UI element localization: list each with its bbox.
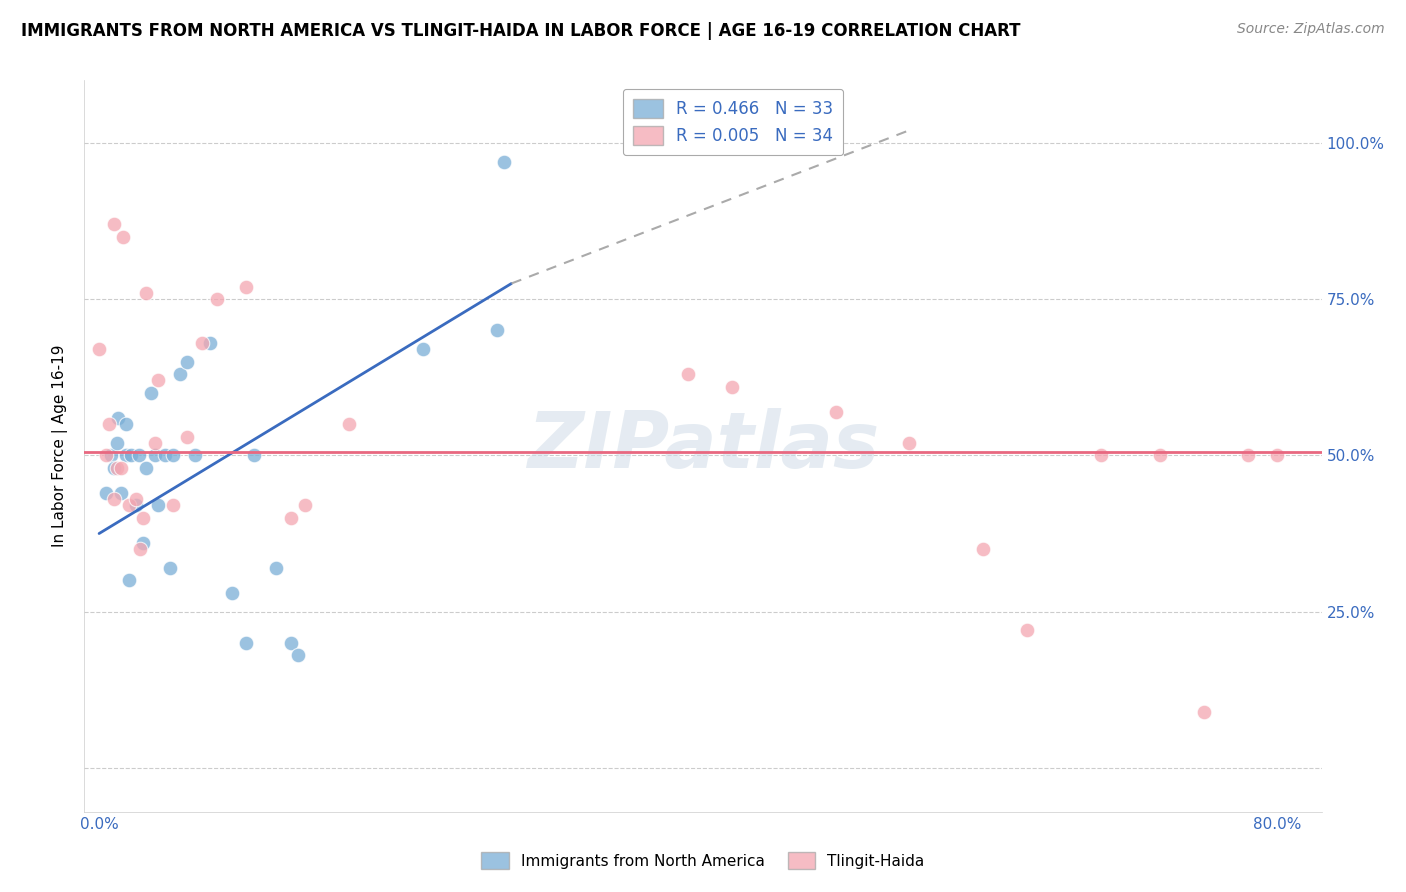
Point (146, 499, 169, 513)
Point (412, 342, 434, 356)
Point (117, 499, 139, 513)
Point (143, 435, 166, 450)
Point (1149, 449, 1171, 463)
Point (146, 373, 169, 387)
Point (721, 379, 744, 393)
Point (105, 435, 128, 450)
Point (117, 574, 139, 588)
Point (264, 561, 287, 575)
Point (205, 292, 228, 306)
Point (143, 449, 166, 463)
Point (898, 435, 921, 450)
Point (169, 367, 191, 381)
Point (972, 542, 994, 557)
Legend: R = 0.466   N = 33, R = 0.005   N = 34: R = 0.466 N = 33, R = 0.005 N = 34 (623, 88, 844, 155)
Point (242, 449, 264, 463)
Point (135, 285, 157, 300)
Point (198, 335, 221, 350)
Point (132, 511, 155, 525)
Point (132, 536, 155, 550)
Point (235, 279, 257, 293)
Point (176, 429, 198, 443)
Point (103, 492, 125, 507)
Y-axis label: In Labor Force | Age 16-19: In Labor Force | Age 16-19 (52, 344, 69, 548)
Point (110, 461, 132, 475)
Point (107, 410, 129, 425)
Point (111, 229, 134, 244)
Point (1015, 624, 1038, 638)
Point (1237, 449, 1260, 463)
Point (103, 461, 125, 475)
Point (100, 449, 122, 463)
Point (125, 499, 148, 513)
Point (339, 417, 361, 431)
Point (159, 561, 181, 575)
Point (184, 449, 207, 463)
Point (485, 323, 508, 337)
Point (121, 449, 143, 463)
Point (1090, 449, 1112, 463)
Point (235, 636, 257, 650)
Point (162, 499, 184, 513)
Point (114, 449, 136, 463)
Point (135, 461, 157, 475)
Point (96, 449, 118, 463)
Point (87, 342, 110, 356)
Point (125, 492, 148, 507)
Point (105, 461, 128, 475)
Point (280, 636, 302, 650)
Point (155, 449, 177, 463)
Point (1267, 449, 1289, 463)
Point (128, 449, 150, 463)
Point (162, 449, 184, 463)
Point (139, 385, 162, 400)
Point (678, 367, 700, 381)
Text: Source: ZipAtlas.com: Source: ZipAtlas.com (1237, 22, 1385, 37)
Point (294, 499, 316, 513)
Point (280, 511, 302, 525)
Point (1192, 705, 1215, 719)
Point (98, 417, 121, 431)
Point (96, 486, 118, 500)
Text: IMMIGRANTS FROM NORTH AMERICA VS TLINGIT-HAIDA IN LABOR FORCE | AGE 16-19 CORREL: IMMIGRANTS FROM NORTH AMERICA VS TLINGIT… (21, 22, 1021, 40)
Point (824, 404, 846, 418)
Point (114, 417, 136, 431)
Point (287, 648, 309, 663)
Legend: Immigrants from North America, Tlingit-Haida: Immigrants from North America, Tlingit-H… (475, 846, 931, 875)
Point (129, 542, 152, 557)
Text: ZIPatlas: ZIPatlas (527, 408, 879, 484)
Point (494, 154, 516, 169)
Point (191, 335, 214, 350)
Point (110, 486, 132, 500)
Point (103, 217, 125, 231)
Point (176, 354, 198, 368)
Point (221, 586, 243, 600)
